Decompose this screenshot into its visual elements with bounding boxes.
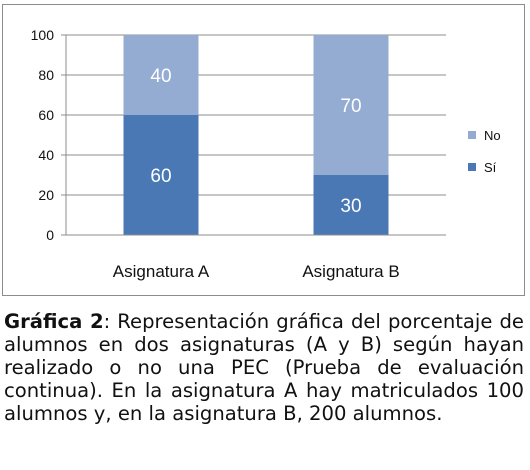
caption-text: : Representación gráfica del porcentaje … <box>4 310 524 425</box>
data-label: 30 <box>340 196 361 217</box>
caption-label: Gráfica 2 <box>4 310 104 333</box>
bar-segment <box>313 35 389 175</box>
y-tick-label: 100 <box>31 27 55 43</box>
chart-frame: 0 20 40 60 80 100 60 40 Asignatura A 30 70 Asignatu… <box>2 4 525 296</box>
y-tick-label: 80 <box>38 67 54 83</box>
bar-segment <box>313 175 389 235</box>
bar-segment <box>123 35 199 115</box>
category-label: Asignatura B <box>302 262 399 281</box>
legend-label: No <box>484 128 501 143</box>
stacked-bar-chart: 0 20 40 60 80 100 60 40 Asignatura A 30 70 Asignatu… <box>31 27 501 281</box>
data-label: 60 <box>150 166 171 187</box>
legend-swatch <box>468 163 476 171</box>
figure-caption: Gráfica 2: Representación gráfica del po… <box>4 310 524 425</box>
data-label: 70 <box>340 96 361 117</box>
legend-swatch <box>468 131 476 139</box>
legend-label: Sí <box>484 160 497 175</box>
data-label: 40 <box>150 66 171 87</box>
y-tick-label: 60 <box>38 107 54 123</box>
y-tick-label: 40 <box>38 147 54 163</box>
bar-segment <box>123 115 199 235</box>
category-label: Asignatura A <box>113 262 210 281</box>
y-tick-label: 20 <box>38 187 54 203</box>
y-tick-label: 0 <box>46 227 54 243</box>
